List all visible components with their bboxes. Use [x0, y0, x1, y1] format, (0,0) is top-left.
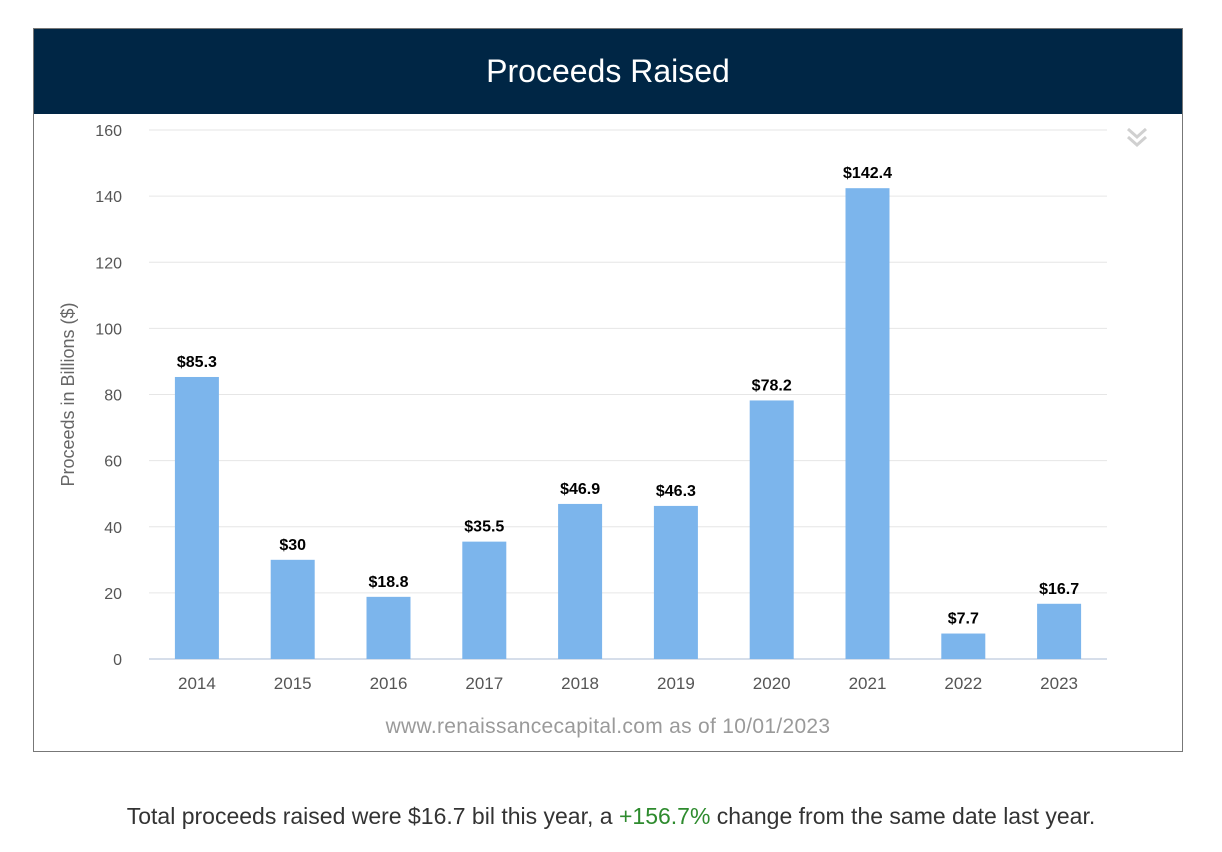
y-tick-label: 40 — [104, 520, 122, 537]
chart-title-bar: Proceeds Raised — [34, 29, 1182, 114]
y-tick-label: 80 — [104, 388, 122, 405]
data-label: $30 — [279, 537, 306, 554]
bar-2014 — [174, 376, 219, 659]
bar-2017 — [462, 541, 507, 659]
y-tick-label: 0 — [113, 652, 122, 669]
data-label: $7.7 — [948, 611, 979, 628]
double-chevron-down-icon[interactable] — [1126, 125, 1148, 149]
x-tick-label: 2018 — [561, 674, 599, 693]
bar-2016 — [366, 596, 411, 659]
data-label: $78.2 — [752, 377, 792, 394]
y-tick-label: 60 — [104, 454, 122, 471]
source-credit: www.renaissancecapital.com as of 10/01/2… — [385, 715, 831, 738]
y-tick-label: 140 — [95, 189, 122, 206]
bar-2022 — [941, 633, 986, 659]
x-tick-label: 2015 — [274, 674, 312, 693]
data-label: $16.7 — [1039, 581, 1079, 598]
bar-chart: 0 20 40 60 80 100 120 140 160 Proceeds in Billion… — [58, 123, 1107, 693]
y-tick-label: 120 — [95, 255, 122, 272]
x-tick-label: 2014 — [178, 674, 216, 693]
data-label: $18.8 — [368, 574, 408, 591]
bar-2015 — [270, 559, 315, 659]
summary-prefix: Total proceeds raised were $16.7 bil thi… — [126, 803, 619, 829]
summary-change: +156.7% — [618, 803, 711, 829]
x-tick-label: 2016 — [370, 674, 408, 693]
summary-suffix: change from the same date last year. — [710, 803, 1096, 829]
data-label: $85.3 — [177, 354, 217, 371]
chart-card: Proceeds Raised 0 20 40 60 80 100 120 140 160 Pro… — [33, 28, 1183, 752]
data-label: $142.4 — [843, 165, 892, 182]
bar-2020 — [749, 400, 794, 659]
summary-text: Total proceeds raised were $16.7 bil thi… — [0, 803, 1222, 830]
bar-2019 — [653, 505, 698, 659]
chart-title: Proceeds Raised — [486, 53, 730, 89]
data-label: $46.9 — [560, 481, 600, 498]
y-tick-label: 20 — [104, 586, 122, 603]
y-tick-label: 160 — [95, 123, 122, 140]
x-tick-label: 2020 — [753, 674, 791, 693]
y-axis-label: Proceeds in Billions ($) — [58, 302, 78, 486]
y-tick-label: 100 — [95, 321, 122, 338]
bar-2023 — [1037, 603, 1082, 659]
bar-2018 — [558, 503, 603, 659]
x-tick-label: 2019 — [657, 674, 695, 693]
x-tick-label: 2017 — [465, 674, 503, 693]
x-tick-label: 2022 — [944, 674, 982, 693]
x-tick-label: 2021 — [849, 674, 887, 693]
bar-2021 — [845, 188, 890, 659]
x-tick-label: 2023 — [1040, 674, 1078, 693]
data-label: $46.3 — [656, 483, 696, 500]
data-label: $35.5 — [464, 519, 504, 536]
